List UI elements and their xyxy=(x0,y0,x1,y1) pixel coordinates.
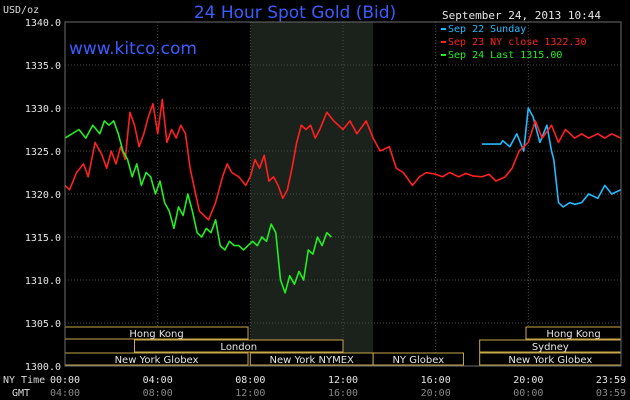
x-tick-label-ny: 12:00 xyxy=(328,375,358,386)
x-tick-label-gmt: 20:00 xyxy=(421,388,451,399)
legend: Sep 22 Sunday Sep 23 NY close 1322.30 Se… xyxy=(441,24,586,61)
session-label: New York Globex xyxy=(508,355,592,366)
session-label: Sydney xyxy=(532,342,569,353)
y-tick-label: 1340.0 xyxy=(25,18,61,29)
x-tick-label-ny: 23:59 xyxy=(596,375,626,386)
session-label: New York NYMEX xyxy=(270,355,355,366)
series-sep24-line xyxy=(64,120,332,294)
unit-label: USD/oz xyxy=(3,5,39,16)
y-axis-tick-labels: 1300.0 1305.0 1310.0 1315.0 1320.0 1325.0 1330… xyxy=(25,18,61,373)
x-axis-label-ny: NY Time xyxy=(3,375,45,386)
x-axis-label-gmt: GMT xyxy=(12,388,30,399)
session-bar xyxy=(134,339,344,353)
x-tick-label-ny: 00:00 xyxy=(50,375,80,386)
session-bar xyxy=(372,352,464,366)
y-tick-label: 1335.0 xyxy=(25,61,61,72)
plot-frame xyxy=(64,21,622,367)
legend-entry-sep23: Sep 23 NY close 1322.30 xyxy=(448,37,586,48)
legend-entry-sep22: Sep 22 Sunday xyxy=(448,24,526,35)
y-tick-label: 1300.0 xyxy=(25,362,61,373)
session-label: New York Globex xyxy=(115,355,199,366)
price-series xyxy=(64,98,622,294)
x-tick-label-gmt: 16:00 xyxy=(328,388,358,399)
x-tick-label-ny: 04:00 xyxy=(143,375,173,386)
series-sep22-line xyxy=(482,107,622,208)
y-tick-label: 1310.0 xyxy=(25,276,61,287)
x-tick-label-gmt: 12:00 xyxy=(235,388,265,399)
series-sep23-line xyxy=(64,98,622,221)
chart-title: 24 Hour Spot Gold (Bid) xyxy=(194,3,396,23)
x-tick-label-gmt: 08:00 xyxy=(143,388,173,399)
session-label: Hong Kong xyxy=(546,329,600,340)
y-tick-label: 1325.0 xyxy=(25,147,61,158)
timestamp: September 24, 2013 10:44 xyxy=(442,9,601,22)
watermark: www.kitco.com xyxy=(69,39,197,59)
x-tick-label-gmt: 04:00 xyxy=(50,388,80,399)
y-tick-label: 1305.0 xyxy=(25,319,61,330)
y-tick-label: 1330.0 xyxy=(25,104,61,115)
y-tick-label: 1315.0 xyxy=(25,233,61,244)
legend-entry-sep24: Sep 24 Last 1315.00 xyxy=(448,50,562,61)
x-tick-label-gmt: 00:00 xyxy=(513,388,543,399)
x-tick-label-gmt: 03:59 xyxy=(596,388,626,399)
y-tick-label: 1320.0 xyxy=(25,190,61,201)
grid-lines xyxy=(65,22,621,366)
x-tick-label-ny: 20:00 xyxy=(513,375,543,386)
session-label: London xyxy=(220,342,257,353)
session-label: Hong Kong xyxy=(129,329,183,340)
x-tick-label-ny: 08:00 xyxy=(235,375,265,386)
x-tick-label-ny: 16:00 xyxy=(421,375,451,386)
x-axis-tick-labels: 00:00 04:00 04:00 08:00 08:00 12:00 12:00 16:00… xyxy=(50,375,626,399)
session-label: NY Globex xyxy=(392,355,444,366)
